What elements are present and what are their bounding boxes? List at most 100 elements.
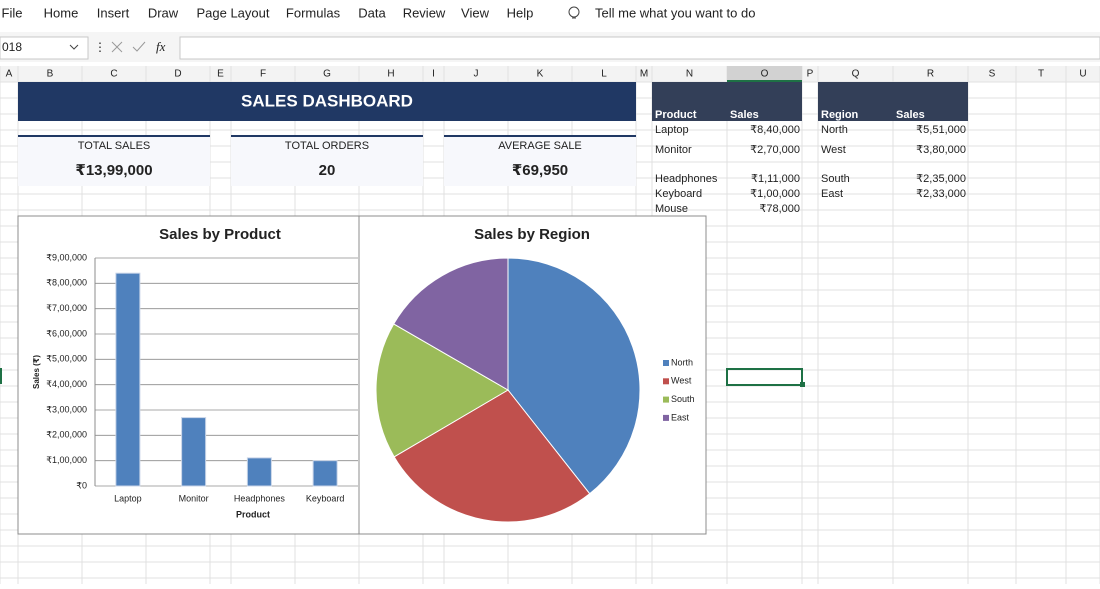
legend-swatch — [663, 378, 669, 385]
column-header[interactable]: R — [927, 69, 934, 80]
column-header[interactable]: M — [640, 69, 648, 80]
kpi-card — [231, 136, 423, 186]
ribbon-tab[interactable]: Page Layout — [196, 5, 269, 20]
bar — [115, 272, 141, 487]
column-header[interactable]: U — [1079, 69, 1086, 80]
tell-me-icon — [568, 6, 580, 18]
x-axis-label: Product — [236, 509, 270, 519]
column-header[interactable]: J — [474, 69, 479, 80]
ribbon-tab[interactable]: Help — [507, 5, 534, 20]
column-header[interactable]: F — [260, 69, 266, 80]
table-cell: ₹5,51,000 — [916, 124, 966, 136]
column-header[interactable]: L — [601, 69, 607, 80]
table-cell: ₹1,11,000 — [751, 173, 800, 185]
column-header[interactable]: H — [387, 69, 394, 80]
table-cell: ₹8,40,000 — [750, 124, 800, 136]
ribbon-tab[interactable]: Draw — [148, 5, 179, 20]
legend-label: South — [671, 394, 695, 404]
ribbon-tab[interactable]: Data — [358, 5, 386, 20]
table-cell: Monitor — [655, 144, 692, 156]
fill-handle[interactable] — [800, 382, 805, 387]
table-cell: Keyboard — [655, 188, 702, 200]
y-tick-label: ₹7,00,000 — [46, 303, 87, 313]
pie-slice — [393, 389, 591, 523]
y-axis-label: Sales (₹) — [32, 355, 41, 389]
y-tick-label: ₹2,00,000 — [46, 430, 87, 440]
column-header[interactable]: S — [989, 69, 996, 80]
column-header[interactable]: B — [47, 69, 54, 80]
selected-column-header — [727, 66, 802, 82]
legend-label: North — [671, 357, 693, 367]
column-header[interactable]: Q — [852, 69, 860, 80]
table-cell: ₹1,00,000 — [750, 188, 800, 200]
legend-swatch — [663, 396, 669, 403]
bar — [312, 460, 338, 487]
ribbon-tab[interactable]: Insert — [97, 5, 130, 20]
fx-button[interactable]: fx — [156, 39, 166, 54]
column-header[interactable]: C — [110, 69, 117, 80]
formula-input[interactable] — [179, 36, 1100, 60]
legend-swatch — [663, 360, 669, 366]
selected-cell[interactable] — [726, 368, 803, 386]
ribbon-tab[interactable]: File — [2, 5, 23, 20]
y-tick-label: ₹8,00,000 — [46, 278, 87, 288]
bar — [246, 457, 272, 487]
table-cell: East — [821, 188, 843, 200]
ribbon-tab[interactable]: Review — [403, 5, 446, 20]
kpi-value: ₹69,950 — [512, 162, 568, 179]
table-cell: Mouse — [655, 203, 688, 215]
column-header[interactable]: N — [686, 69, 693, 80]
column-header[interactable]: P — [807, 69, 814, 80]
column-header[interactable]: O — [761, 69, 769, 80]
kpi-value: ₹13,99,000 — [75, 162, 152, 179]
table-cell: ₹2,35,000 — [916, 173, 966, 185]
chart-title: Sales by Product — [159, 226, 281, 243]
kpi-label: TOTAL SALES — [78, 140, 151, 152]
y-tick-label: ₹3,00,000 — [46, 404, 87, 414]
kpi-value: 20 — [319, 162, 336, 179]
enter-icon[interactable] — [132, 41, 146, 52]
y-tick-label: ₹6,00,000 — [46, 328, 87, 338]
chart-title: Sales by Region — [474, 226, 590, 243]
y-tick-label: ₹1,00,000 — [46, 455, 87, 465]
kpi-card — [18, 136, 210, 186]
product-table-header-bg — [652, 82, 802, 121]
ribbon-tab[interactable]: View — [461, 5, 490, 20]
table-header: Sales — [896, 109, 925, 121]
table-cell: Headphones — [655, 173, 718, 185]
column-header[interactable]: T — [1038, 69, 1044, 80]
tell-me[interactable]: Tell me what you want to do — [595, 5, 755, 20]
name-box[interactable] — [0, 36, 89, 60]
column-header[interactable]: K — [537, 69, 544, 80]
pie-slice — [507, 257, 641, 495]
cancel-icon[interactable] — [111, 41, 123, 53]
column-header[interactable]: A — [6, 69, 13, 80]
column-header[interactable]: E — [217, 69, 224, 80]
y-tick-label: ₹9,00,000 — [46, 252, 87, 262]
legend-swatch — [663, 414, 669, 421]
pie-slice — [393, 257, 509, 391]
column-header[interactable]: G — [323, 69, 331, 80]
bar — [181, 417, 207, 487]
y-tick-label: ₹5,00,000 — [46, 354, 87, 364]
table-cell: ₹2,70,000 — [750, 144, 800, 156]
table-cell: ₹3,80,000 — [916, 144, 966, 156]
legend-label: West — [671, 376, 692, 386]
y-tick-label: ₹0 — [76, 480, 87, 490]
table-header: Product — [655, 109, 697, 121]
x-tick-label: Monitor — [179, 493, 209, 503]
table-header: Region — [821, 109, 859, 121]
name-box-dropdown[interactable] — [69, 44, 79, 50]
ribbon-tab[interactable]: Formulas — [286, 5, 341, 20]
table-cell: ₹2,33,000 — [916, 188, 966, 200]
name-box-text: 018 — [2, 40, 22, 54]
kpi-label: TOTAL ORDERS — [285, 140, 369, 152]
column-header[interactable]: I — [432, 69, 435, 80]
ribbon-tab[interactable]: Home — [44, 5, 79, 20]
table-cell: South — [821, 173, 850, 185]
row-indicator — [0, 368, 2, 384]
column-header[interactable]: D — [174, 69, 181, 80]
table-header: Sales — [730, 109, 759, 121]
region-table-header-bg — [818, 82, 968, 121]
